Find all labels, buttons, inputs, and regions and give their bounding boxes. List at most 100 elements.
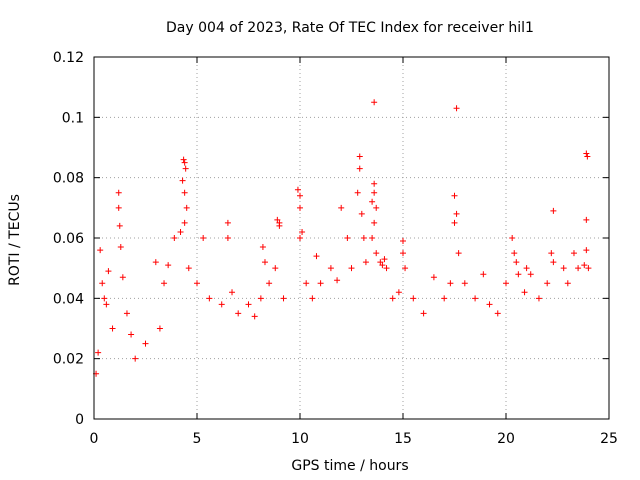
data-point <box>354 189 361 196</box>
data-point <box>570 250 577 257</box>
data-point <box>105 268 112 275</box>
data-point <box>379 262 386 269</box>
x-tick-label: 20 <box>497 431 515 447</box>
data-point <box>453 210 460 217</box>
data-point <box>369 198 376 205</box>
data-point <box>274 216 281 223</box>
data-point <box>377 259 384 266</box>
data-point <box>348 265 355 272</box>
data-point <box>180 156 187 163</box>
data-point <box>181 189 188 196</box>
data-point <box>371 180 378 187</box>
data-point <box>152 259 159 266</box>
y-tick-labels: 0 0.02 0.04 0.06 0.08 0.1 0.12 <box>53 50 84 428</box>
data-point <box>371 99 378 106</box>
data-point <box>171 235 178 241</box>
data-point <box>229 289 236 296</box>
data-point <box>334 277 341 284</box>
data-point <box>503 280 509 287</box>
data-point <box>297 235 303 241</box>
data-point <box>109 325 116 332</box>
data-point <box>338 204 345 211</box>
data-point <box>156 325 163 332</box>
data-point <box>584 153 591 160</box>
data-point <box>451 219 458 226</box>
data-point <box>373 204 380 211</box>
data-point <box>389 295 396 302</box>
chart-title: Day 004 of 2023, Rate Of TEC Index for r… <box>166 20 534 36</box>
axis-ticks <box>93 56 610 420</box>
data-point <box>461 280 468 287</box>
data-point <box>327 265 334 272</box>
data-point <box>259 244 266 251</box>
data-point <box>527 271 534 278</box>
data-point <box>371 219 378 226</box>
data-point <box>280 295 287 302</box>
y-tick-label: 0.08 <box>53 171 84 187</box>
data-point <box>535 295 542 302</box>
data-point <box>317 280 324 287</box>
y-tick-label: 0 <box>75 412 84 428</box>
data-point <box>430 274 437 281</box>
data-point <box>564 280 571 287</box>
data-point <box>400 238 406 245</box>
data-point <box>115 204 122 211</box>
x-tick-label: 5 <box>193 431 202 447</box>
data-point <box>583 150 590 157</box>
data-point <box>194 280 200 287</box>
data-point <box>218 301 225 308</box>
data-point <box>303 280 310 287</box>
data-point <box>103 301 110 308</box>
data-point <box>523 265 530 272</box>
data-point <box>402 265 409 272</box>
y-tick-label: 0.06 <box>53 231 84 247</box>
data-point <box>200 235 207 241</box>
data-point <box>410 295 417 302</box>
data-point <box>400 250 406 257</box>
data-point <box>276 222 283 229</box>
data-point <box>161 280 168 287</box>
data-point <box>358 210 365 217</box>
data-point <box>550 259 557 266</box>
data-point <box>224 219 231 226</box>
y-tick-label: 0.1 <box>62 110 84 126</box>
data-point <box>245 301 252 308</box>
data-point <box>373 250 380 257</box>
data-point <box>395 289 402 296</box>
data-points <box>93 99 592 377</box>
data-point <box>480 271 487 278</box>
plot-frame <box>93 56 610 420</box>
data-point <box>272 265 279 272</box>
data-point <box>369 235 376 241</box>
y-tick-label: 0.04 <box>53 291 84 307</box>
data-point <box>371 189 378 196</box>
x-axis-label: GPS time / hours <box>291 458 408 474</box>
data-point <box>95 349 102 356</box>
y-axis-label: ROTI / TECUs <box>7 194 23 286</box>
data-point <box>266 280 273 287</box>
data-point <box>548 250 555 257</box>
data-point <box>115 189 122 196</box>
data-point <box>583 247 590 254</box>
data-point <box>356 165 363 172</box>
data-point <box>381 256 388 263</box>
x-tick-label: 15 <box>394 431 412 447</box>
data-point <box>447 280 454 287</box>
data-point <box>99 280 106 287</box>
data-point <box>453 105 460 112</box>
data-point <box>206 295 213 302</box>
data-point <box>251 313 258 320</box>
data-point <box>128 331 135 338</box>
data-point <box>420 310 427 317</box>
data-point <box>455 250 462 257</box>
data-point <box>585 265 592 272</box>
data-point <box>513 259 520 266</box>
data-point <box>344 235 351 241</box>
data-point <box>550 207 557 214</box>
data-point <box>181 159 188 166</box>
data-point <box>362 259 369 266</box>
x-tick-label: 0 <box>90 431 99 447</box>
data-point <box>575 265 582 272</box>
data-point <box>521 289 528 296</box>
